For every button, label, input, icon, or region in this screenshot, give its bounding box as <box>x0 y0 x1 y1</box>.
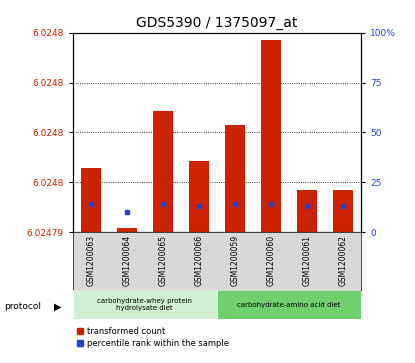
Bar <box>153 111 173 232</box>
Text: GSM1200063: GSM1200063 <box>86 235 95 286</box>
Text: GSM1200062: GSM1200062 <box>339 235 347 286</box>
Bar <box>73 290 217 319</box>
Text: carbohydrate-amino acid diet: carbohydrate-amino acid diet <box>237 302 341 308</box>
Text: GSM1200060: GSM1200060 <box>266 235 276 286</box>
Bar <box>297 189 317 232</box>
Bar <box>217 290 361 319</box>
Text: GSM1200064: GSM1200064 <box>122 235 131 286</box>
Text: protocol: protocol <box>4 302 41 311</box>
Text: ▶: ▶ <box>54 302 61 312</box>
Bar <box>333 189 353 232</box>
Bar <box>189 161 209 232</box>
Bar <box>225 125 245 232</box>
Title: GDS5390 / 1375097_at: GDS5390 / 1375097_at <box>136 16 298 30</box>
Text: GSM1200061: GSM1200061 <box>303 235 312 286</box>
Legend: transformed count, percentile rank within the sample: transformed count, percentile rank withi… <box>77 327 229 348</box>
Bar <box>117 228 137 232</box>
Text: GSM1200059: GSM1200059 <box>230 235 239 286</box>
Text: GSM1200066: GSM1200066 <box>194 235 203 286</box>
Bar <box>81 168 100 232</box>
Text: GSM1200065: GSM1200065 <box>158 235 167 286</box>
Bar <box>261 40 281 232</box>
Text: carbohydrate-whey protein
hydrolysate diet: carbohydrate-whey protein hydrolysate di… <box>97 298 192 311</box>
